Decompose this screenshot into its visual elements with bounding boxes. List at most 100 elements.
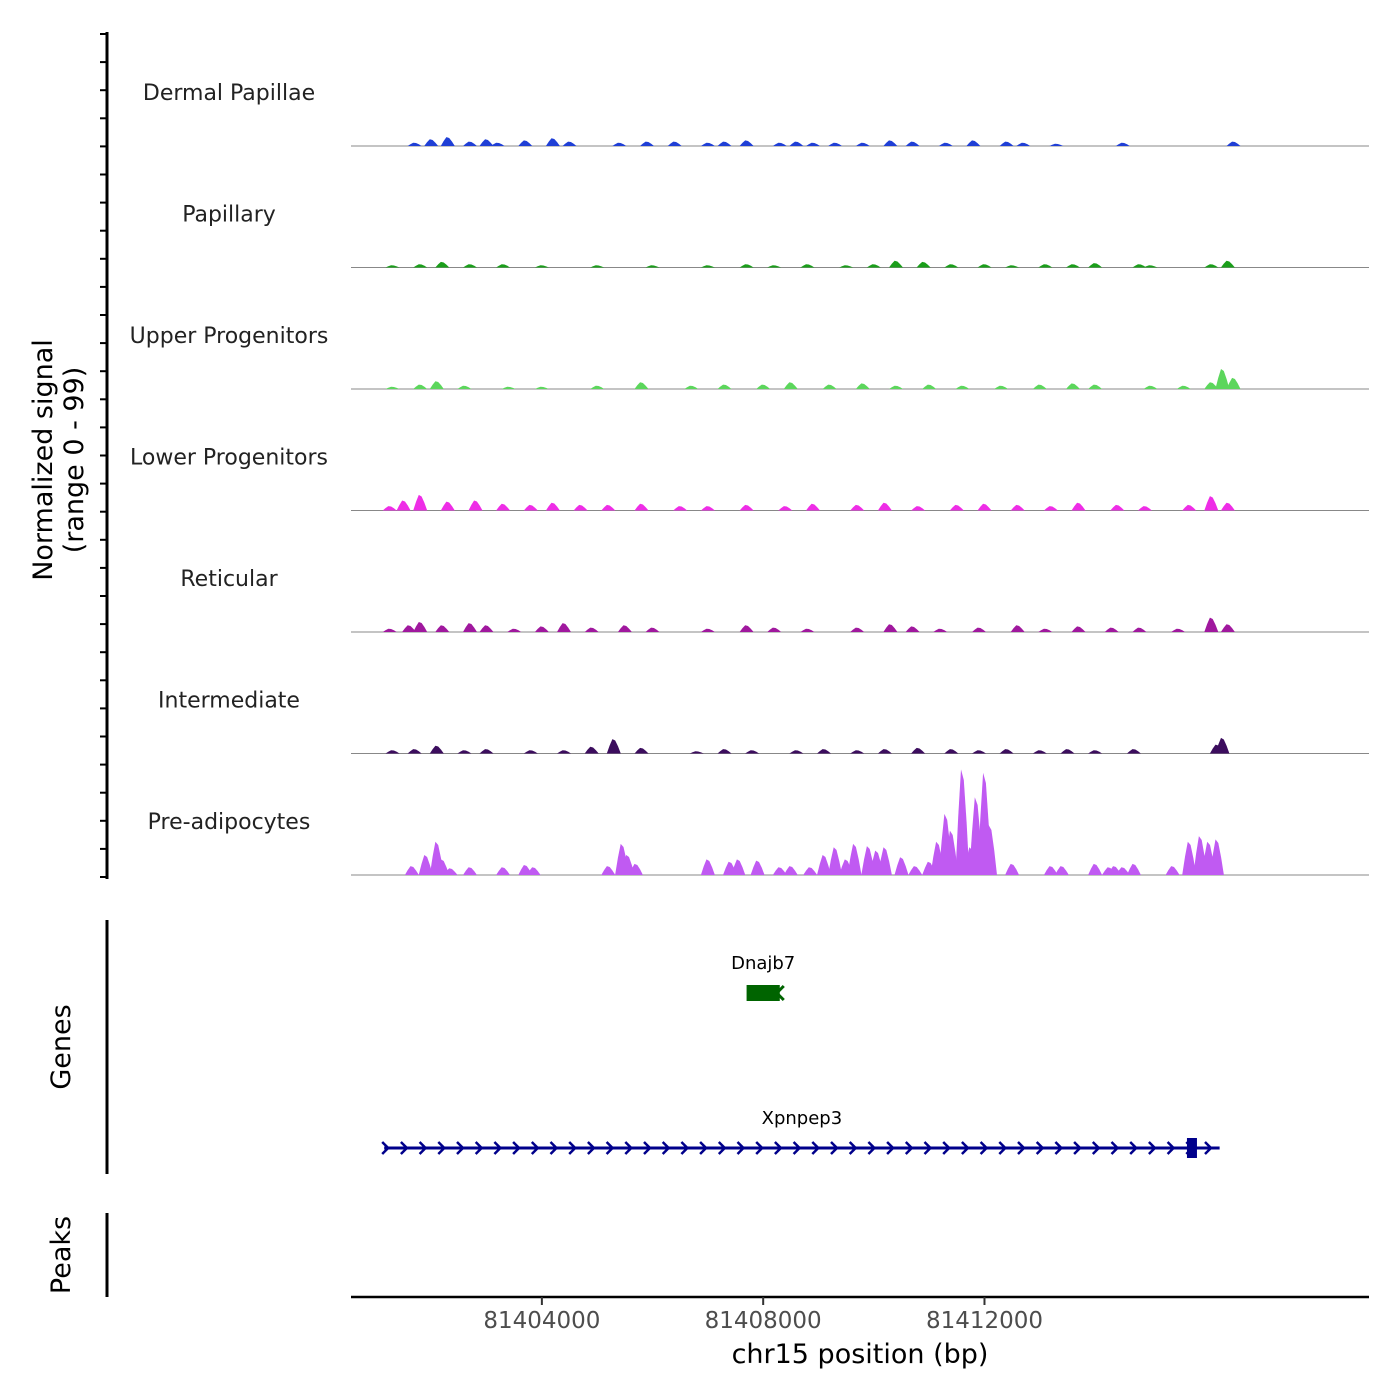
signal-peak-papillary <box>1143 265 1158 268</box>
signal-peak-reticular <box>767 627 782 632</box>
signal-peak-upper-progenitors <box>590 385 605 389</box>
track-reticular: Reticular <box>180 567 1369 633</box>
signal-peak-intermediate <box>557 750 571 754</box>
signal-peak-pre-adipocytes <box>628 863 643 875</box>
signal-peak-intermediate <box>385 750 400 754</box>
signal-peak-papillary <box>1132 264 1147 268</box>
strand-arrow <box>605 1141 615 1155</box>
signal-peak-reticular <box>933 628 948 632</box>
gene-exon <box>746 985 780 1001</box>
strand-arrow <box>1091 1141 1101 1155</box>
signal-peak-lower-progenitors <box>673 506 688 511</box>
signal-peak-dermal-papillae <box>806 142 820 146</box>
signal-peak-dermal-papillae <box>789 141 804 146</box>
signal-peak-pre-adipocytes <box>1115 867 1130 875</box>
signal-peak-pre-adipocytes <box>700 859 715 875</box>
signal-peak-pre-adipocytes <box>803 867 818 875</box>
signal-peak-intermediate <box>850 750 865 754</box>
signal-peak-dermal-papillae <box>855 142 870 146</box>
strand-arrow <box>886 1141 895 1155</box>
signal-peak-pre-adipocytes <box>496 867 511 875</box>
signal-peak-intermediate <box>479 749 494 754</box>
signal-peak-pre-adipocytes <box>908 866 923 875</box>
signal-peak-intermediate <box>999 749 1014 754</box>
strand-arrow <box>904 1141 914 1155</box>
signal-peak-intermediate <box>429 745 444 754</box>
signal-peak-dermal-papillae <box>828 142 843 146</box>
strand-arrow <box>774 1141 783 1155</box>
signal-peak-lower-progenitors <box>778 506 793 511</box>
signal-peak-pre-adipocytes <box>783 866 798 875</box>
signal-peak-papillary <box>700 265 715 268</box>
signal-peak-dermal-papillae <box>1115 142 1130 146</box>
strand-arrow <box>624 1141 634 1155</box>
signal-peak-dermal-papillae <box>463 141 477 146</box>
signal-peak-lower-progenitors <box>573 504 588 511</box>
signal-peak-pre-adipocytes <box>1165 866 1180 875</box>
strand-arrow <box>867 1141 877 1155</box>
signal-peak-dermal-papillae <box>640 141 654 146</box>
signal-peak-upper-progenitors <box>1143 385 1158 389</box>
signal-peak-papillary <box>496 264 511 268</box>
genes-panel-label: Genes <box>46 1004 77 1089</box>
signal-peak-lower-progenitors <box>850 504 865 511</box>
signal-peak-reticular <box>1071 626 1086 632</box>
signal-peak-papillary <box>385 265 400 268</box>
x-axis-title: chr15 position (bp) <box>732 1339 989 1370</box>
track-intermediate: Intermediate <box>158 689 1369 754</box>
signal-peak-pre-adipocytes <box>983 825 997 875</box>
signal-peak-pre-adipocytes <box>1043 866 1058 875</box>
strand-arrow <box>923 1141 933 1155</box>
signal-peak-intermediate <box>817 749 831 754</box>
strand-arrow <box>792 1141 802 1155</box>
signal-peak-reticular <box>507 628 522 632</box>
signal-peak-upper-progenitors <box>1066 383 1080 389</box>
signal-peak-intermediate <box>606 739 621 754</box>
signal-peak-reticular <box>382 628 397 632</box>
signal-peak-reticular <box>883 624 898 632</box>
signal-peak-upper-progenitors <box>1032 384 1047 389</box>
signal-peak-reticular <box>617 625 632 632</box>
signal-peak-lower-progenitors <box>601 504 616 511</box>
signal-peak-dermal-papillae <box>518 140 533 146</box>
signal-peak-lower-progenitors <box>634 503 649 511</box>
signal-peak-dermal-papillae <box>562 141 577 146</box>
track-label-dermal-papillae: Dermal Papillae <box>143 81 315 106</box>
track-label-reticular: Reticular <box>180 567 278 592</box>
signal-peak-dermal-papillae <box>440 137 455 146</box>
signal-y-ticks <box>100 33 107 878</box>
signal-peak-reticular <box>850 627 865 632</box>
strand-arrow <box>1148 1141 1157 1155</box>
signal-peak-intermediate <box>634 747 649 754</box>
signal-peak-lower-progenitors <box>523 504 538 511</box>
signal-peak-papillary <box>463 264 477 268</box>
signal-peak-lower-progenitors <box>1137 506 1152 511</box>
strand-arrow <box>961 1141 970 1155</box>
track-label-intermediate: Intermediate <box>158 689 300 714</box>
signal-peak-reticular <box>645 627 660 632</box>
strand-arrow <box>1017 1141 1026 1155</box>
signal-peak-upper-progenitors <box>1226 377 1241 389</box>
signal-peak-dermal-papillae <box>966 140 981 146</box>
signal-peak-pre-adipocytes <box>404 866 419 875</box>
signal-peak-intermediate <box>789 750 804 754</box>
signal-peak-dermal-papillae <box>999 141 1014 146</box>
track-dermal-papillae: Dermal Papillae <box>143 81 1369 147</box>
signal-peak-pre-adipocytes <box>944 830 959 875</box>
signal-peak-upper-progenitors <box>429 381 444 389</box>
track-label-lower-progenitors: Lower Progenitors <box>130 446 328 471</box>
strand-arrow <box>381 1141 390 1155</box>
signal-peak-papillary <box>839 265 854 268</box>
strand-arrow <box>418 1141 428 1155</box>
signal-peak-upper-progenitors <box>413 384 428 389</box>
signal-peak-upper-progenitors <box>822 384 837 389</box>
signal-peak-lower-progenitors <box>877 502 892 511</box>
signal-peak-reticular <box>1010 625 1025 632</box>
strand-arrow <box>811 1141 821 1155</box>
signal-peak-upper-progenitors <box>955 385 970 389</box>
strand-arrow <box>474 1141 484 1155</box>
signal-peak-intermediate <box>1126 749 1141 754</box>
signal-peak-pre-adipocytes <box>877 847 892 875</box>
strand-arrow <box>1110 1141 1120 1155</box>
gene-exon <box>1186 1138 1197 1158</box>
